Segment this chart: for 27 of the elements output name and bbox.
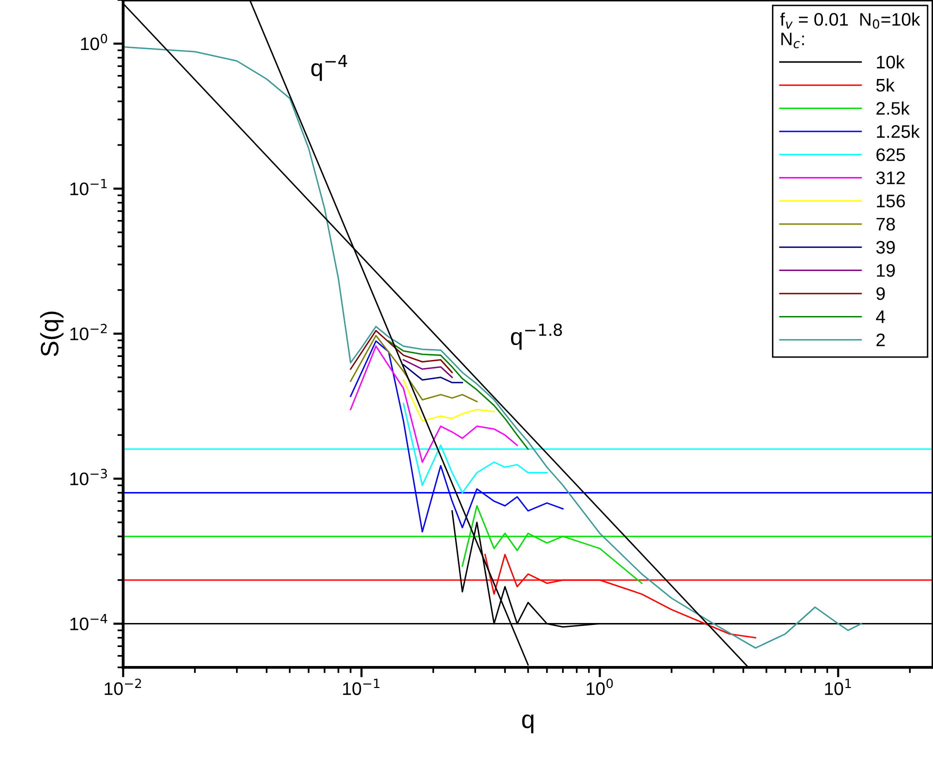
legend-label: 5k	[876, 78, 895, 92]
x-tick-label: 10$^{−2}$	[104, 678, 142, 696]
y-tick-label: 10$^{−1}$	[70, 178, 107, 196]
legend-label: 625	[876, 148, 905, 162]
y-tick-label: 10$^{−2}$	[70, 324, 107, 340]
x-tick-label: 10$^{1}$	[825, 678, 851, 696]
x-tick-label: 10$^{−1}$	[343, 678, 380, 696]
y-tick-label: 10$^{0}$	[81, 34, 108, 50]
legend-label: 9	[876, 287, 885, 300]
legend-label: 19	[876, 264, 895, 277]
legend-label: 312	[876, 171, 905, 184]
legend-label: 39	[876, 240, 895, 254]
text: f$_{v}$ = 0.01 N$_{0}$=10k N$_{c}$:	[780, 12, 920, 48]
annotation: q$^{−1.8}$	[511, 324, 562, 350]
x-tick-label: 10$^{0}$	[586, 678, 613, 696]
legend-label: 1.25k	[876, 124, 920, 138]
legend-label: 78	[876, 218, 895, 231]
y-tick-label: 10$^{−4}$	[70, 614, 108, 630]
legend-label: 4	[876, 310, 886, 323]
y-axis-title: S(q)	[40, 312, 64, 356]
legend-label: 2.5k	[876, 102, 910, 115]
legend-label: 2	[876, 334, 885, 346]
legend-label: 156	[876, 194, 905, 208]
legend-label: 10k	[876, 55, 905, 68]
x-axis-title: q	[522, 714, 534, 734]
annotation: q$^{−4}$	[311, 54, 348, 81]
y-tick-label: 10$^{−3}$	[70, 468, 107, 486]
